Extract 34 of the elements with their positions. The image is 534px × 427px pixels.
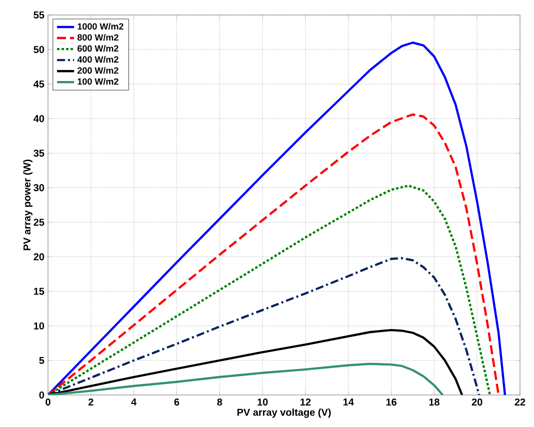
x-tick-label: 14	[343, 398, 354, 406]
x-tick-label: 0	[46, 398, 50, 406]
y-tick-label: 30	[34, 184, 44, 192]
y-tick-label: 25	[34, 218, 44, 226]
y-tick-label: 15	[34, 288, 44, 295]
y-tick-label: 0	[39, 391, 44, 399]
x-tick-label: 6	[174, 398, 180, 406]
line-series	[48, 362, 444, 395]
y-tick-label: 45	[34, 80, 44, 88]
y-axis-title: PV array power (W)	[23, 160, 32, 250]
y-tick-label: 10	[34, 322, 44, 330]
legend-label: 400 W/m2	[77, 56, 118, 63]
x-tick-label: 16	[386, 398, 396, 406]
x-tick-label: 18	[429, 398, 440, 406]
legend-label: 1000 W/m2	[78, 22, 124, 30]
x-tick-label: 4	[131, 398, 137, 406]
x-tick-label: 10	[258, 398, 268, 406]
x-tick-label: 22	[514, 398, 526, 406]
x-axis-title: PV array voltage (V)	[237, 408, 331, 418]
x-tick-label: 2	[88, 398, 94, 406]
y-tick-label: 20	[34, 253, 44, 260]
y-tick-label: 35	[34, 150, 44, 157]
x-tick-label: 12	[300, 398, 311, 406]
y-tick-label: 40	[34, 115, 44, 122]
line-series	[48, 42, 506, 395]
legend-label: 800 W/m2	[77, 34, 118, 41]
legend-label: 100 W/m2	[78, 78, 118, 85]
y-tick-label: 5	[39, 356, 44, 364]
legend-label: 200 W/m2	[78, 67, 118, 74]
y-tick-label: 50	[34, 46, 44, 54]
y-tick-label: 55	[34, 12, 44, 18]
legend-label: 600 W/m2	[78, 45, 118, 52]
x-tick-label: 8	[217, 398, 222, 406]
x-tick-label: 20	[472, 398, 482, 406]
